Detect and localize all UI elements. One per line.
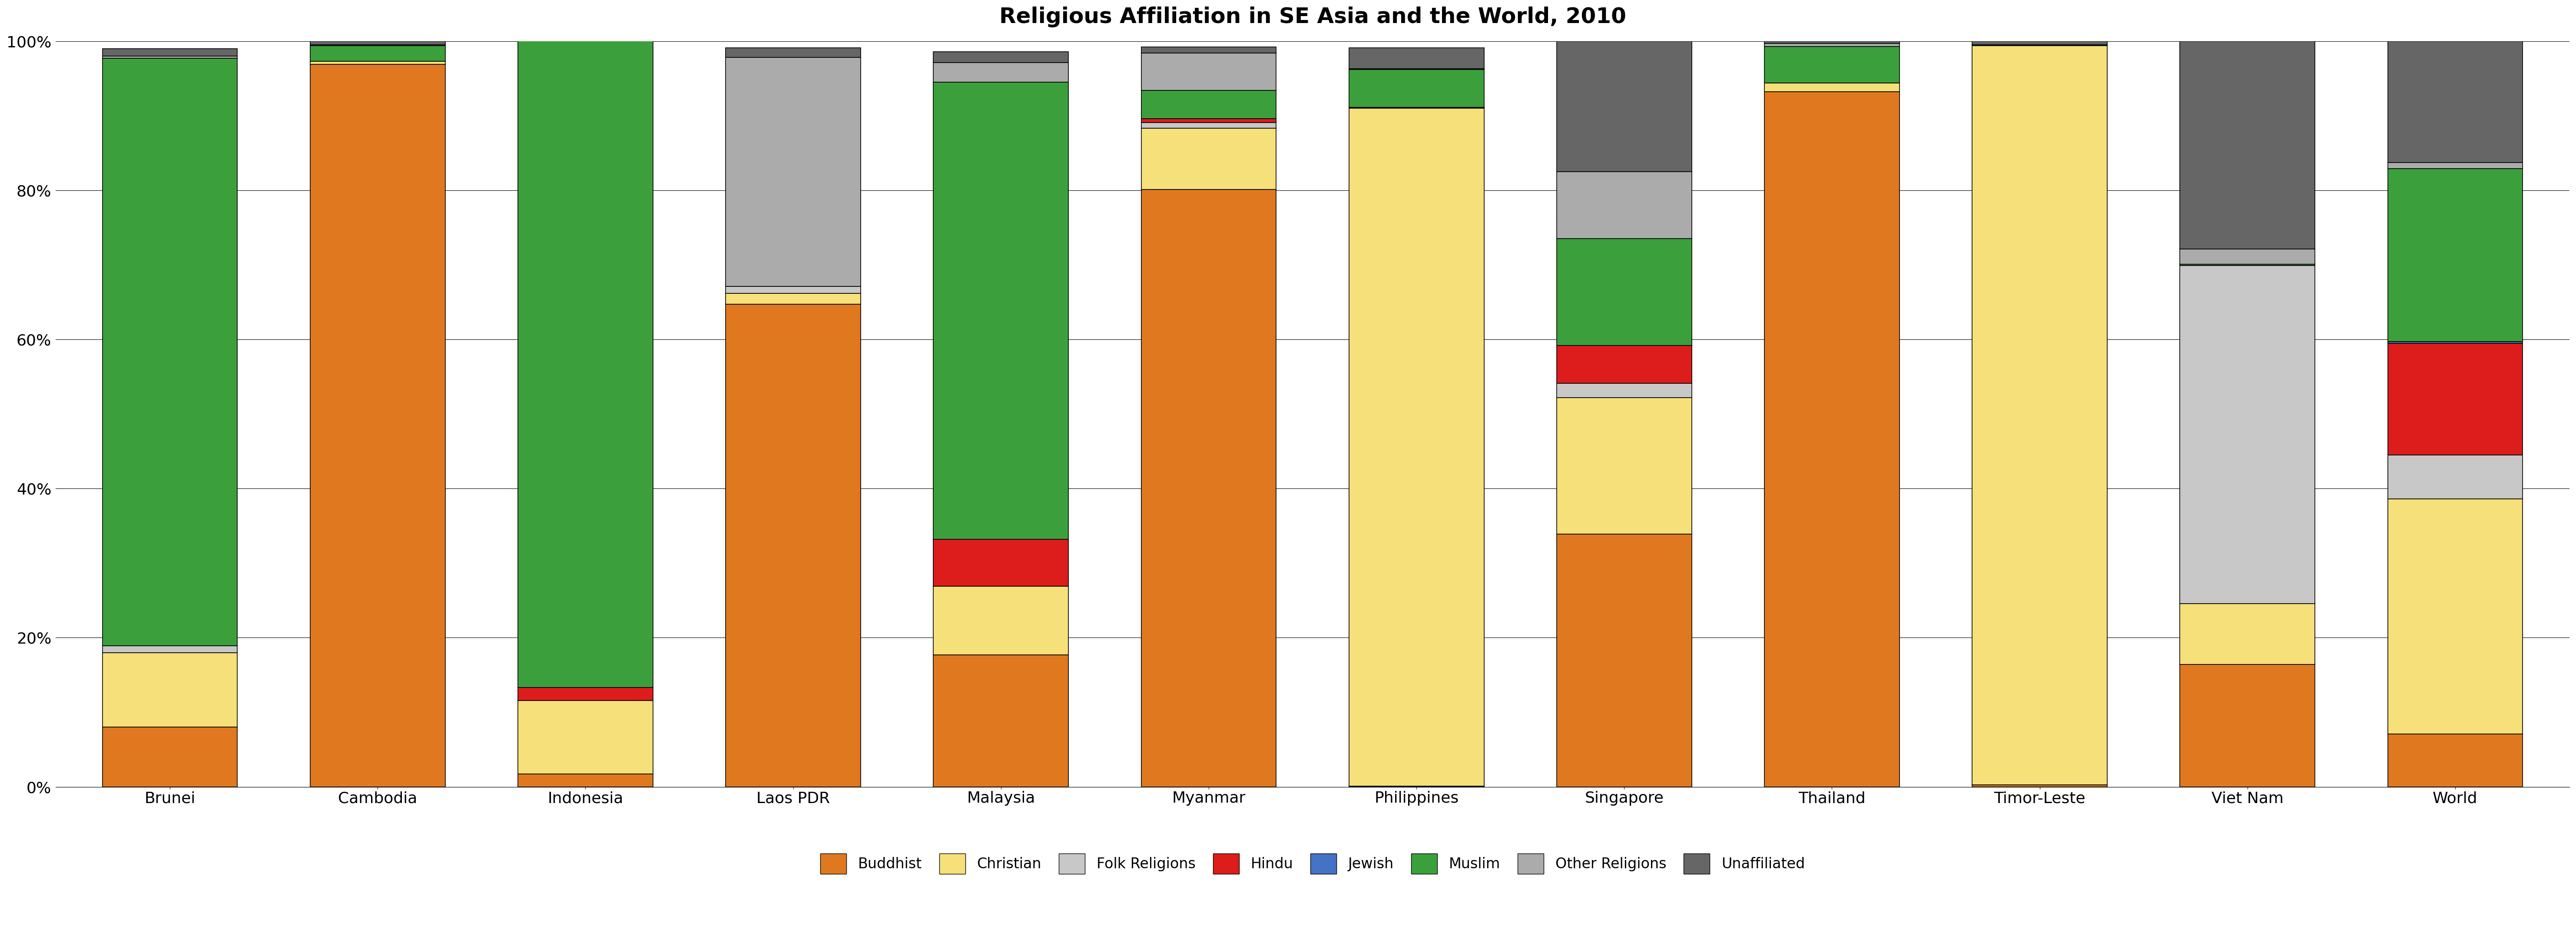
Bar — [103, 646, 237, 653]
Bar — [1141, 91, 1275, 119]
Bar — [1765, 91, 1899, 786]
Bar — [933, 52, 1069, 63]
Bar — [1973, 45, 2107, 785]
Bar — [2388, 734, 2522, 786]
Bar — [1556, 384, 1692, 398]
Bar — [1141, 190, 1275, 786]
Bar — [933, 654, 1069, 786]
Bar — [1765, 41, 1899, 43]
Bar — [1556, 534, 1692, 786]
Bar — [2388, 341, 2522, 343]
Title: Religious Affiliation in SE Asia and the World, 2010: Religious Affiliation in SE Asia and the… — [999, 7, 1625, 27]
Bar — [1141, 119, 1275, 123]
Bar — [309, 41, 446, 45]
Bar — [726, 305, 860, 786]
Bar — [1765, 46, 1899, 83]
Bar — [1556, 345, 1692, 384]
Bar — [933, 587, 1069, 654]
Bar — [2388, 163, 2522, 169]
Bar — [2179, 264, 2316, 266]
Bar — [309, 64, 446, 786]
Bar — [1350, 48, 1484, 69]
Bar — [103, 49, 237, 56]
Bar — [1973, 41, 2107, 45]
Bar — [309, 61, 446, 64]
Bar — [1556, 41, 1692, 172]
Bar — [2179, 665, 2316, 786]
Bar — [1765, 43, 1899, 46]
Bar — [726, 58, 860, 287]
Bar — [726, 48, 860, 58]
Bar — [2179, 266, 2316, 604]
Bar — [518, 687, 652, 701]
Bar — [933, 63, 1069, 82]
Bar — [103, 56, 237, 58]
Bar — [103, 727, 237, 786]
Bar — [2179, 41, 2316, 249]
Bar — [103, 58, 237, 646]
Bar — [1556, 239, 1692, 345]
Bar — [309, 45, 446, 61]
Bar — [1556, 172, 1692, 239]
Bar — [518, 774, 652, 786]
Bar — [518, 38, 652, 687]
Bar — [1765, 83, 1899, 91]
Bar — [2388, 455, 2522, 499]
Bar — [2388, 169, 2522, 341]
Bar — [2179, 604, 2316, 665]
Bar — [2179, 249, 2316, 264]
Bar — [1141, 53, 1275, 91]
Bar — [2388, 41, 2522, 163]
Bar — [1141, 128, 1275, 190]
Bar — [2388, 343, 2522, 455]
Bar — [933, 82, 1069, 539]
Bar — [726, 287, 860, 293]
Bar — [1350, 108, 1484, 786]
Bar — [1973, 785, 2107, 786]
Bar — [933, 539, 1069, 587]
Bar — [1141, 123, 1275, 128]
Bar — [103, 653, 237, 727]
Bar — [726, 293, 860, 305]
Bar — [518, 701, 652, 774]
Bar — [2388, 499, 2522, 734]
Legend: Buddhist, Christian, Folk Religions, Hindu, Jewish, Muslim, Other Religions, Una: Buddhist, Christian, Folk Religions, Hin… — [814, 846, 1811, 882]
Bar — [1141, 47, 1275, 53]
Bar — [1350, 70, 1484, 108]
Bar — [1556, 398, 1692, 534]
